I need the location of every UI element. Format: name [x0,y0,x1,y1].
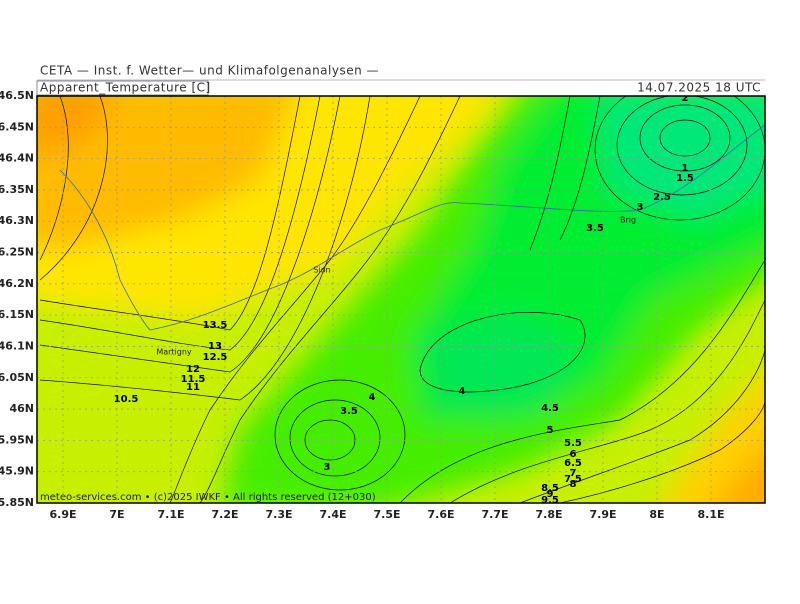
lon-label: 7.8E [535,508,562,521]
contour-label: 1.5 [676,173,694,184]
contour-label: 3.5 [586,223,604,234]
lat-label: 46.35N [0,183,34,196]
contour-label: 7 [570,468,577,479]
lat-label: 46.2N [0,277,34,290]
lat-label: 46.4N [0,152,34,165]
contour-label: 2.5 [653,192,671,203]
lon-label: 8E [649,508,664,521]
place-label: Martigny [156,348,192,357]
lon-label: 7.4E [319,508,346,521]
lat-label: 46.3N [0,214,34,227]
contour-label: 6 [570,449,577,460]
lon-label: 7.2E [211,508,238,521]
lon-label: 7.5E [373,508,400,521]
variable-name: Apparent_Temperature [C] [40,81,211,95]
lat-label: 46.45N [0,120,34,133]
variable-box [36,80,209,96]
contour-label: 8 [570,479,577,490]
place-label: Brig [620,216,636,225]
contour-label: 9.5 [541,495,559,506]
contour-label: 4.5 [541,403,559,414]
contour-label: 12.5 [203,352,228,363]
lon-label: 6.9E [49,508,76,521]
contour-label: 4 [459,386,466,397]
lat-label: 46.05N [0,371,34,384]
lon-label: 7.6E [427,508,454,521]
contour-label: 11 [186,382,200,393]
place-label: Sion [313,266,330,275]
contours [39,96,765,503]
lat-label: 46.25N [0,246,34,259]
contour-label: 11.5 [181,374,206,385]
contour-label: 3 [637,202,644,213]
contour-label: 3.5 [340,406,358,417]
contour-label: 12 [186,364,200,375]
contour-label: 10.5 [114,394,139,405]
header-title: CETA — Inst. f. Wetter— und Klimafolgena… [40,64,379,78]
lat-label: 46N [9,402,34,415]
lat-label: 45.85N [0,496,34,509]
lon-label: 7.9E [589,508,616,521]
contour-label: 8.5 [541,483,559,494]
lat-label: 46.15N [0,308,34,321]
contour-label: 5.5 [564,438,582,449]
contour-label: 4 [369,392,376,403]
contour-label: 13 [208,341,222,352]
contour-label: 7.5 [564,474,582,485]
contour-label: 6.5 [564,458,582,469]
valid-time: 14.07.2025 18 UTC [637,81,761,95]
footer: meteo-services.com • (c)2025 IWKF • All … [40,492,376,503]
contour-label: 5 [547,425,554,436]
contour-label: 3 [324,462,331,473]
contour-label: 2 [682,93,689,104]
lat-label: 45.9N [0,465,34,478]
map-frame [36,95,766,504]
lon-label: 7E [109,508,124,521]
lon-label: 7.1E [157,508,184,521]
lon-label: 8.1E [697,508,724,521]
lon-label: 7.3E [265,508,292,521]
lat-label: 46.5N [0,89,34,102]
lat-label: 46.1N [0,339,34,352]
contour-label: 1 [682,163,689,174]
contour-label: 9 [547,489,554,500]
map-field: SionMartignyBrig13.51312.51211.51110.53.… [37,93,765,506]
lat-label: 45.95N [0,433,34,446]
graticule [37,96,765,503]
contour-label: 13.5 [203,320,228,331]
lon-label: 7.7E [481,508,508,521]
